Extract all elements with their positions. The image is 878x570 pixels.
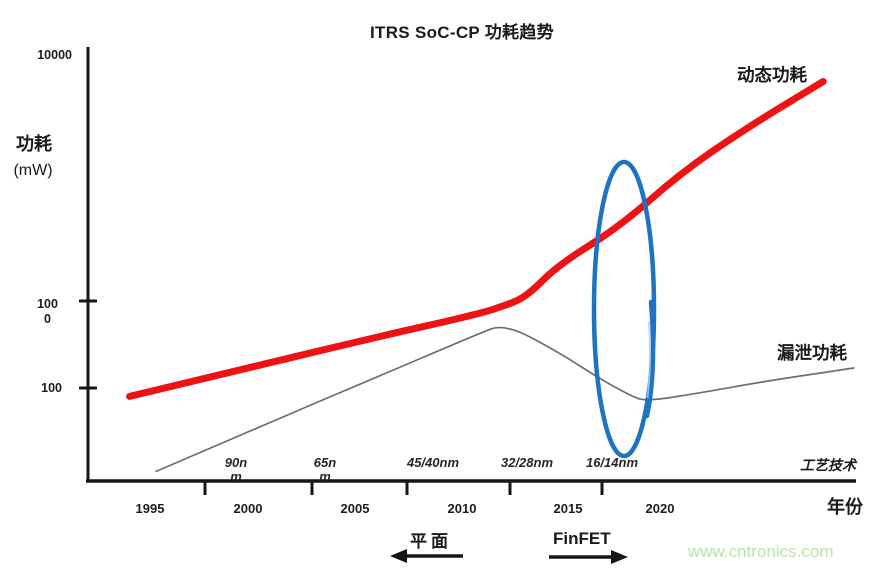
planar-era-label: 平面 — [410, 532, 452, 551]
process-node-label: 90nm — [224, 455, 248, 484]
process-node-label: 32/28nm — [500, 455, 554, 470]
y-tick-label: 10000 — [37, 48, 72, 62]
x-axis-title: 年份 — [827, 497, 863, 517]
x-tick-label: 2005 — [340, 501, 370, 516]
finfet-era-arrowhead — [611, 550, 628, 564]
process-node-label: 65nm — [313, 455, 337, 484]
process-axis-label: 工艺技术 — [800, 457, 856, 473]
highlight-ellipse — [591, 159, 657, 459]
y-axis-unit: (mW) — [13, 162, 53, 179]
x-tick-label: 2015 — [553, 501, 583, 516]
leakage-power-line — [155, 326, 855, 473]
highlight-ellipse-tail — [644, 299, 656, 419]
dynamic-power-line — [126, 78, 827, 400]
x-tick-label: 2000 — [233, 501, 263, 516]
y-axis-title: 功耗 — [16, 134, 52, 154]
x-tick-label: 1995 — [135, 501, 165, 516]
y-tick-label: 1000 — [37, 297, 58, 326]
dynamic-power-label: 动态功耗 — [737, 65, 807, 85]
highlight-ellipse-streak — [646, 321, 652, 399]
planar-era-arrowhead — [390, 549, 407, 563]
process-node-label: 16/14nm — [585, 455, 639, 470]
watermark: www.cntronics.com — [688, 542, 834, 561]
chart-title: ITRS SoC-CP 功耗趋势 — [370, 23, 554, 42]
x-tick-label: 2010 — [447, 501, 477, 516]
x-tick-label: 2020 — [645, 501, 675, 516]
y-tick-label: 100 — [41, 381, 62, 395]
process-node-label: 45/40nm — [406, 455, 460, 470]
finfet-era-label: FinFET — [553, 529, 611, 548]
leakage-power-label: 漏泄功耗 — [777, 343, 847, 363]
